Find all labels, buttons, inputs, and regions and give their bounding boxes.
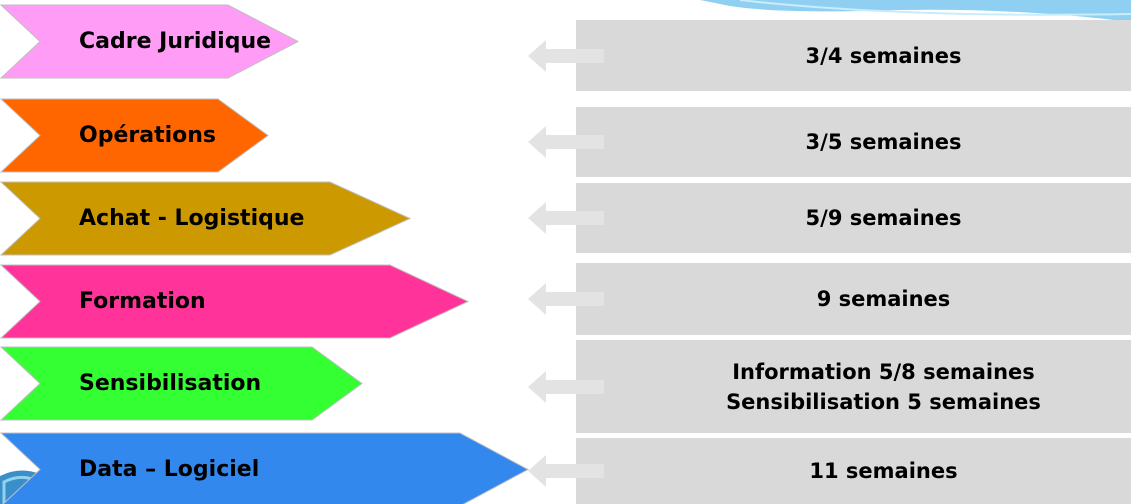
arrow-shape bbox=[528, 370, 604, 403]
chevron-fill bbox=[0, 181, 412, 256]
left-arrow-icon bbox=[528, 370, 604, 403]
chevron-shape bbox=[0, 264, 470, 339]
chevron-label: Achat - Logistique bbox=[79, 206, 305, 231]
process-row: Data – Logiciel bbox=[0, 432, 1131, 504]
process-row: Sensibilisation bbox=[0, 346, 1131, 421]
chevron-label: Opérations bbox=[79, 123, 216, 148]
chevron-label: Cadre Juridique bbox=[79, 29, 272, 54]
chevron-shape bbox=[0, 181, 412, 256]
chevron-label: Sensibilisation bbox=[79, 371, 262, 396]
left-arrow-icon bbox=[528, 455, 604, 487]
duration-text: 3/5 semaines bbox=[805, 130, 962, 154]
process-row: Achat - Logistique bbox=[0, 181, 1131, 256]
decorative-wave bbox=[700, 0, 1131, 22]
duration-text: Information 5/8 semaines bbox=[732, 359, 1035, 384]
left-arrow-icon bbox=[528, 283, 604, 315]
duration-box: 3/4 semaines bbox=[576, 20, 1131, 91]
chevron-fill bbox=[0, 432, 530, 504]
chevron-label: Formation bbox=[79, 289, 206, 314]
arrow-shape bbox=[528, 202, 604, 234]
arrow-shape bbox=[528, 455, 604, 487]
chevron-shape bbox=[0, 4, 300, 79]
duration-text: 11 semaines bbox=[809, 459, 958, 483]
left-arrow-icon bbox=[528, 126, 604, 158]
arrow-shape bbox=[528, 283, 604, 315]
chevron-shape bbox=[0, 346, 363, 421]
duration-box: 11 semaines bbox=[576, 438, 1131, 504]
duration-box: Information 5/8 semaines Sensibilisation … bbox=[576, 340, 1131, 433]
arrow-shape bbox=[528, 39, 604, 72]
duration-box: 5/9 semaines bbox=[576, 183, 1131, 253]
chevron-shape bbox=[0, 98, 269, 173]
process-row: Opérations bbox=[0, 98, 1131, 173]
left-arrow-icon bbox=[528, 39, 604, 72]
duration-text: 3/4 semaines bbox=[805, 43, 962, 68]
duration-text: 9 semaines bbox=[816, 287, 951, 311]
duration-text: 5/9 semaines bbox=[805, 206, 962, 230]
duration-box: 9 semaines bbox=[576, 263, 1131, 335]
chevron-shape bbox=[0, 432, 530, 504]
left-arrow-icon bbox=[528, 202, 604, 234]
chevron-fill bbox=[0, 98, 269, 173]
chevron-fill bbox=[0, 264, 470, 339]
arrow-shape bbox=[528, 126, 604, 158]
chevron-fill bbox=[0, 4, 300, 79]
duration-text: Sensibilisation 5 semaines bbox=[726, 389, 1041, 414]
duration-box: 3/5 semaines bbox=[576, 107, 1131, 177]
process-row: Formation bbox=[0, 264, 1131, 339]
process-row: Cadre Juridique bbox=[0, 4, 1131, 79]
chevron-fill bbox=[0, 346, 363, 421]
chevron-label: Data – Logiciel bbox=[79, 457, 260, 482]
